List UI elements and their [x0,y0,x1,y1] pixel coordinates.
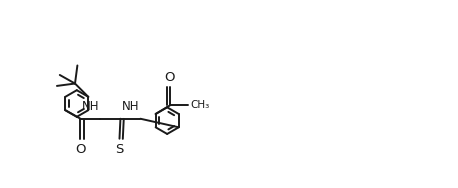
Text: NH: NH [82,100,99,113]
Text: O: O [75,143,86,155]
Text: NH: NH [122,100,139,113]
Text: S: S [115,143,124,155]
Text: O: O [165,71,175,84]
Text: CH₃: CH₃ [191,100,210,110]
